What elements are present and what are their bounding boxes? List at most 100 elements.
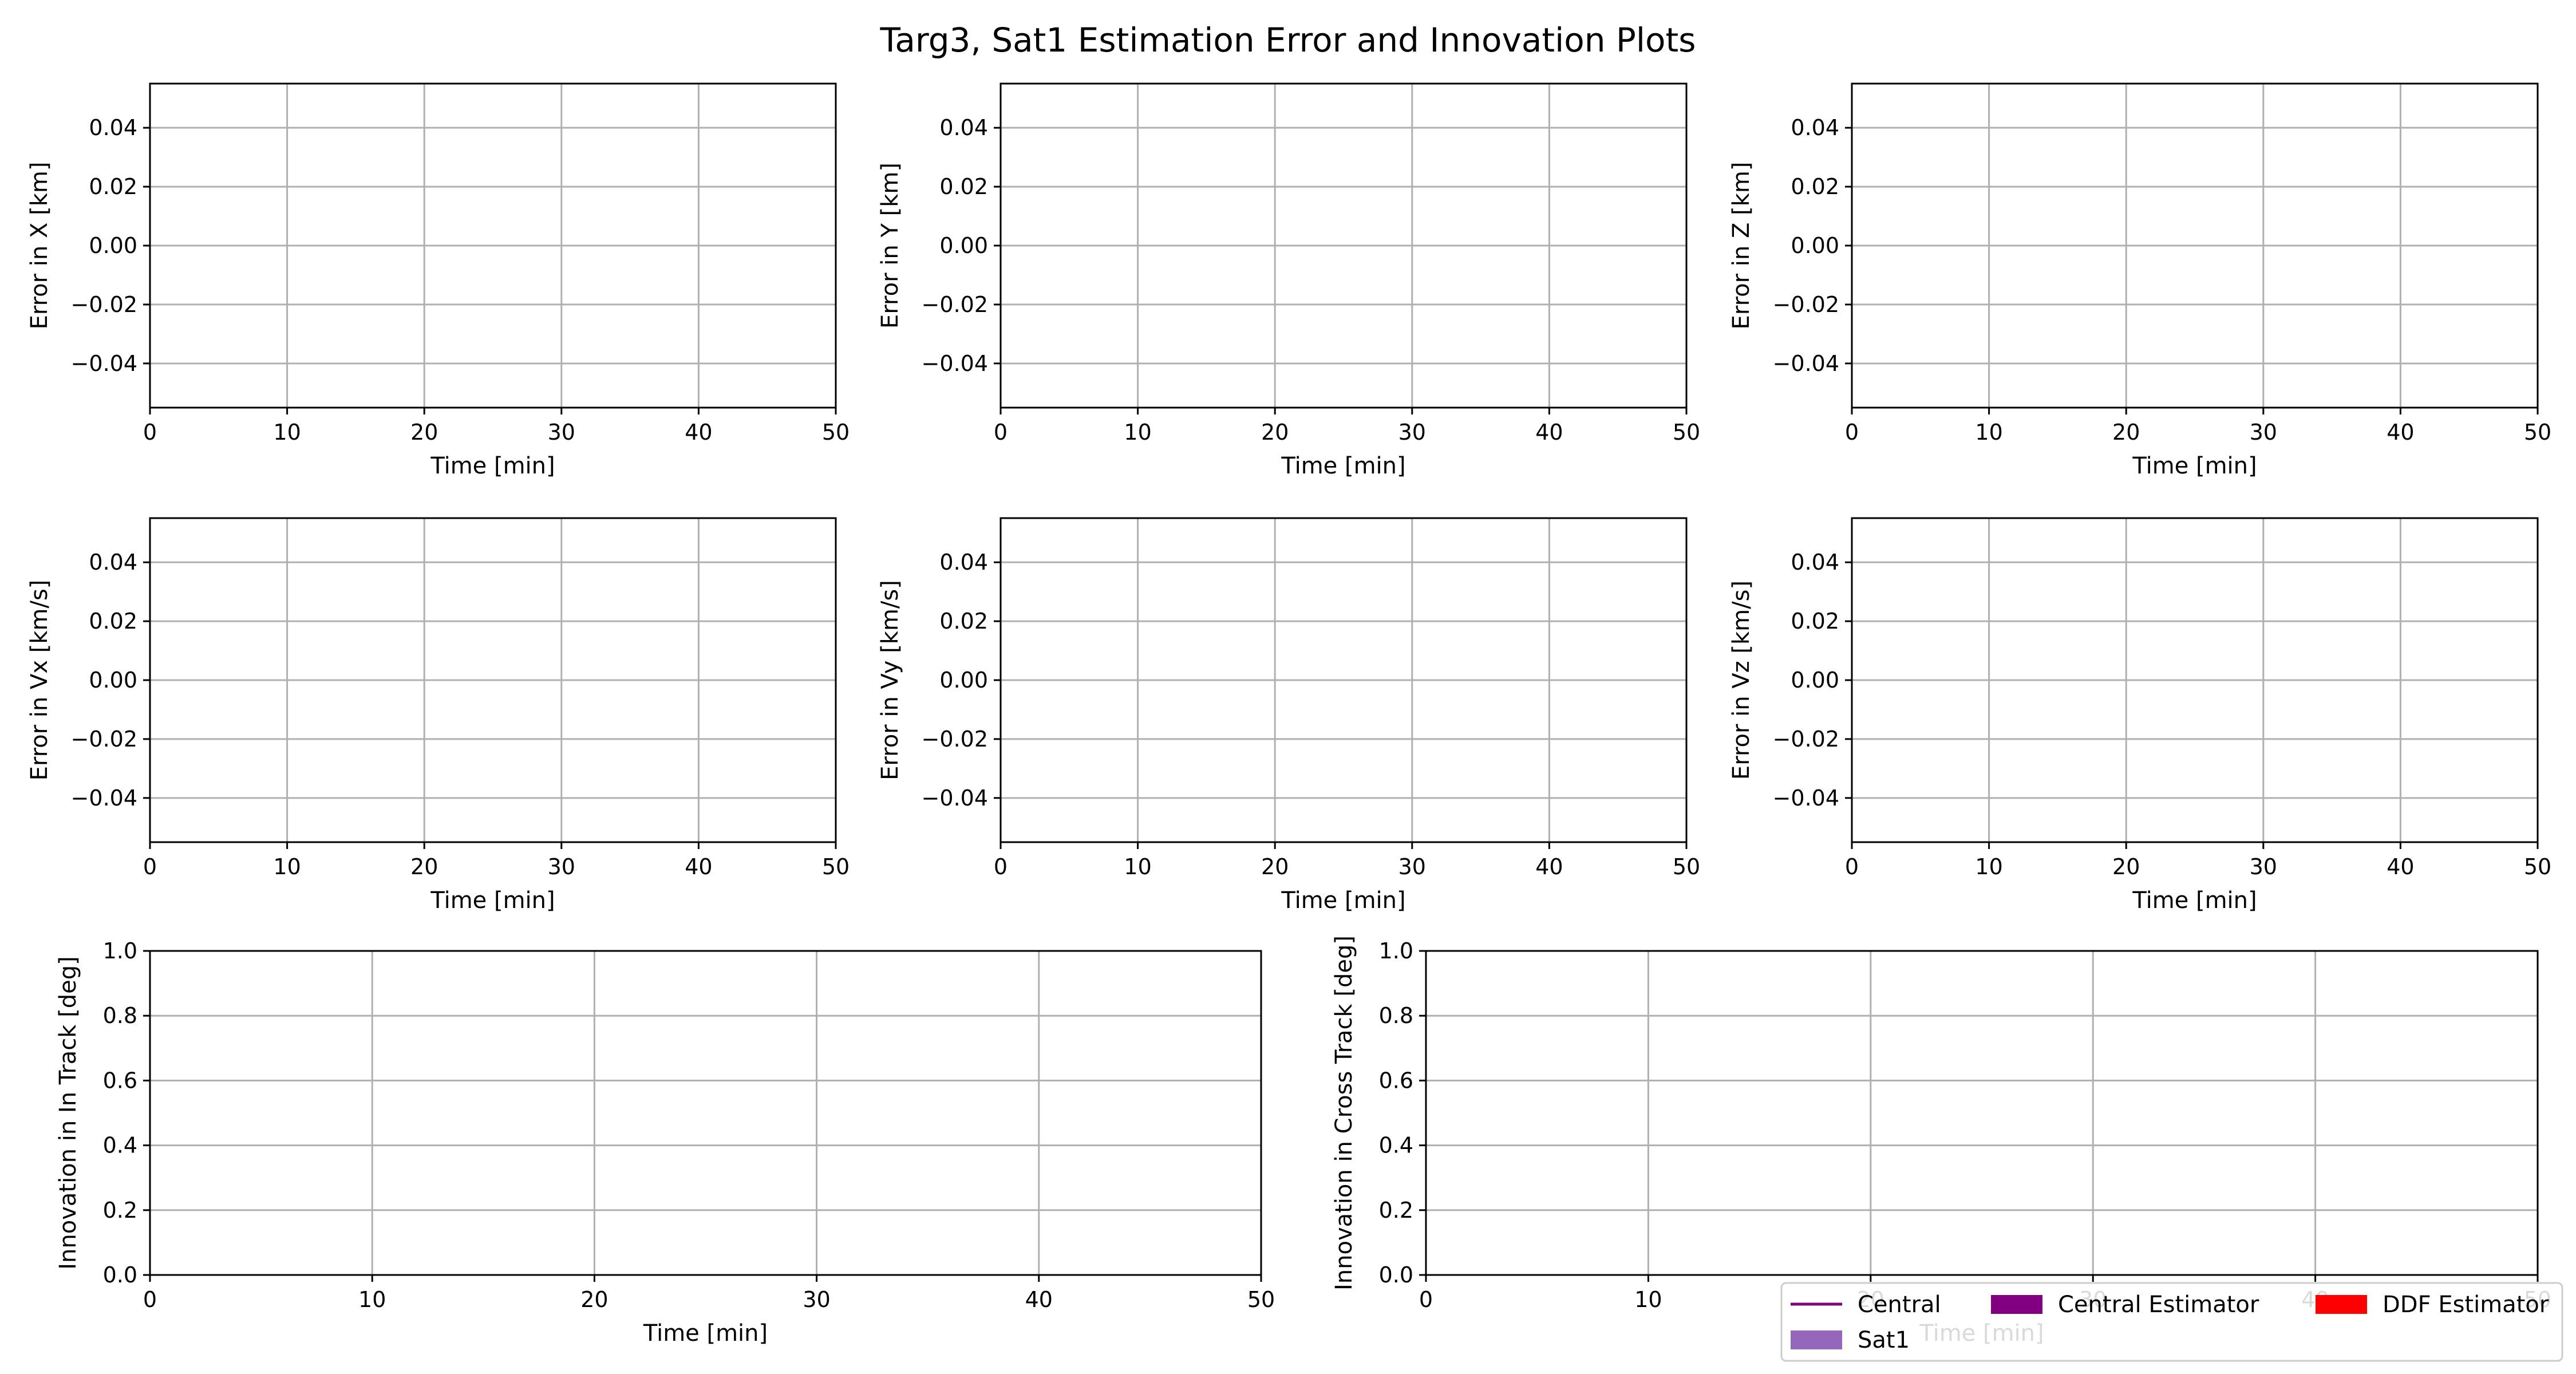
y-tick-label: 0.00: [89, 668, 137, 693]
axes-frame: [149, 517, 837, 843]
y-tick-label: −0.04: [922, 351, 988, 376]
y-tick-label: 0.6: [1379, 1068, 1413, 1093]
y-tick-label: −0.02: [71, 727, 137, 752]
x-tick-label: 40: [2387, 420, 2414, 445]
axes-frame: [149, 82, 837, 409]
legend-entry: Central: [1791, 1292, 1941, 1318]
x-tick-label: 30: [548, 420, 575, 445]
y-tick-label: 0.02: [1791, 174, 1839, 199]
x-tick-label: 40: [2387, 854, 2414, 879]
axes-frame: [1851, 517, 2539, 843]
subplot-3: 0 10 20 30 40 50 −0.04 −0.02 0.00 0.02 0.04 Time [m…: [1728, 82, 2551, 479]
x-tick-label: 20: [2112, 854, 2140, 879]
x-tick-label: 40: [1025, 1287, 1053, 1312]
x-tick-label: 30: [1398, 854, 1426, 879]
y-tick-label: −0.04: [71, 785, 137, 811]
y-tick-label: 0.0: [103, 1262, 137, 1288]
x-axis-label: Time [min]: [430, 887, 555, 914]
y-tick-label: 0.02: [89, 174, 137, 199]
x-tick-label: 20: [410, 854, 438, 879]
y-tick-label: 0.02: [1791, 609, 1839, 634]
x-tick-label: 0: [143, 1287, 157, 1312]
y-tick-label: 0.8: [103, 1003, 137, 1028]
y-tick-label: 0.02: [89, 609, 137, 634]
y-tick-label: 0.00: [939, 668, 988, 693]
axes-frame: [1425, 950, 2539, 1276]
y-tick-label: 0.02: [939, 174, 988, 199]
x-tick-label: 30: [1398, 420, 1426, 445]
x-tick-label: 10: [1975, 854, 2002, 879]
x-tick-label: 10: [1975, 420, 2002, 445]
y-tick-label: 1.0: [1379, 938, 1413, 964]
legend-patch-swatch: [2316, 1295, 2367, 1314]
y-tick-label: 0.00: [1791, 668, 1839, 693]
x-axis-label: Time [min]: [2132, 887, 2257, 914]
x-tick-label: 50: [2524, 854, 2551, 879]
x-axis-label: Time [min]: [1281, 453, 1405, 479]
y-tick-label: −0.02: [922, 727, 988, 752]
legend-patch-swatch: [1991, 1295, 2042, 1314]
y-tick-label: −0.04: [1773, 351, 1839, 376]
x-tick-label: 30: [2250, 420, 2277, 445]
x-tick-label: 10: [273, 854, 301, 879]
y-axis-label: Error in Vx [km/s]: [26, 580, 53, 781]
y-tick-label: −0.02: [922, 292, 988, 317]
y-tick-label: −0.02: [71, 292, 137, 317]
y-tick-label: 0.04: [939, 115, 988, 140]
y-tick-label: −0.04: [71, 351, 137, 376]
x-tick-label: 10: [1634, 1287, 1662, 1312]
x-tick-label: 0: [994, 854, 1008, 879]
y-axis-label: Error in Y [km]: [877, 163, 903, 329]
x-tick-label: 0: [1845, 854, 1859, 879]
y-axis-label: Error in Z [km]: [1728, 162, 1755, 330]
x-axis-label: Time [min]: [430, 453, 555, 479]
subplot-5: 0 10 20 30 40 50 −0.04 −0.02 0.00 0.02 0.04 Time [m…: [877, 517, 1700, 914]
y-tick-label: 0.04: [89, 550, 137, 575]
x-tick-label: 30: [2250, 854, 2277, 879]
axes-frame: [149, 950, 1262, 1276]
subplot-4: 0 10 20 30 40 50 −0.04 −0.02 0.00 0.02 0.04 Time [m…: [26, 517, 850, 914]
y-axis-label: Error in Vz [km/s]: [1728, 581, 1755, 780]
x-axis-label: Time [min]: [1281, 887, 1405, 914]
y-axis-label: Error in X [km]: [26, 162, 53, 330]
x-tick-label: 0: [143, 420, 157, 445]
axes-frame: [999, 517, 1688, 843]
y-tick-label: 0.02: [939, 609, 988, 634]
x-tick-label: 30: [548, 854, 575, 879]
x-tick-label: 40: [685, 420, 712, 445]
y-tick-label: 0.0: [1379, 1262, 1413, 1288]
x-tick-label: 20: [1261, 854, 1289, 879]
x-tick-label: 20: [1261, 420, 1289, 445]
x-tick-label: 50: [1673, 854, 1700, 879]
y-tick-label: −0.04: [1773, 785, 1839, 811]
y-tick-label: 1.0: [103, 938, 137, 964]
x-tick-label: 0: [143, 854, 157, 879]
x-tick-label: 40: [1535, 854, 1563, 879]
x-tick-label: 20: [2112, 420, 2140, 445]
y-tick-label: 0.6: [103, 1068, 137, 1093]
y-tick-label: −0.02: [1773, 292, 1839, 317]
y-tick-label: 0.04: [89, 115, 137, 140]
legend-label: DDF Estimator: [2383, 1292, 2549, 1318]
legend-label: Central: [1858, 1292, 1941, 1318]
y-tick-label: 0.04: [1791, 550, 1839, 575]
axes-frame: [1851, 82, 2539, 409]
x-tick-label: 10: [1124, 854, 1151, 879]
y-tick-label: 0.00: [1791, 233, 1839, 258]
legend-entry: Sat1: [1791, 1327, 1910, 1353]
legend-label: Central Estimator: [2058, 1292, 2259, 1318]
x-tick-label: 20: [580, 1287, 608, 1312]
y-tick-label: −0.02: [1773, 727, 1839, 752]
y-tick-label: −0.04: [922, 785, 988, 811]
legend: Central Central Estimator DDF Estimator Sat…: [1780, 1282, 2563, 1362]
y-tick-label: 0.2: [1379, 1198, 1413, 1223]
figure-title: Targ3, Sat1 Estimation Error and Innovat…: [880, 21, 1696, 60]
y-tick-label: 0.4: [103, 1133, 137, 1158]
legend-patch-swatch: [1791, 1330, 1842, 1349]
x-tick-label: 50: [1247, 1287, 1275, 1312]
subplot-1: 0 10 20 30 40 50 −0.04 −0.02 0.00 0.02 0.04 Time [m…: [26, 82, 850, 479]
x-tick-label: 20: [410, 420, 438, 445]
y-tick-label: 0.00: [89, 233, 137, 258]
y-axis-label: Error in Vy [km/s]: [877, 580, 903, 780]
